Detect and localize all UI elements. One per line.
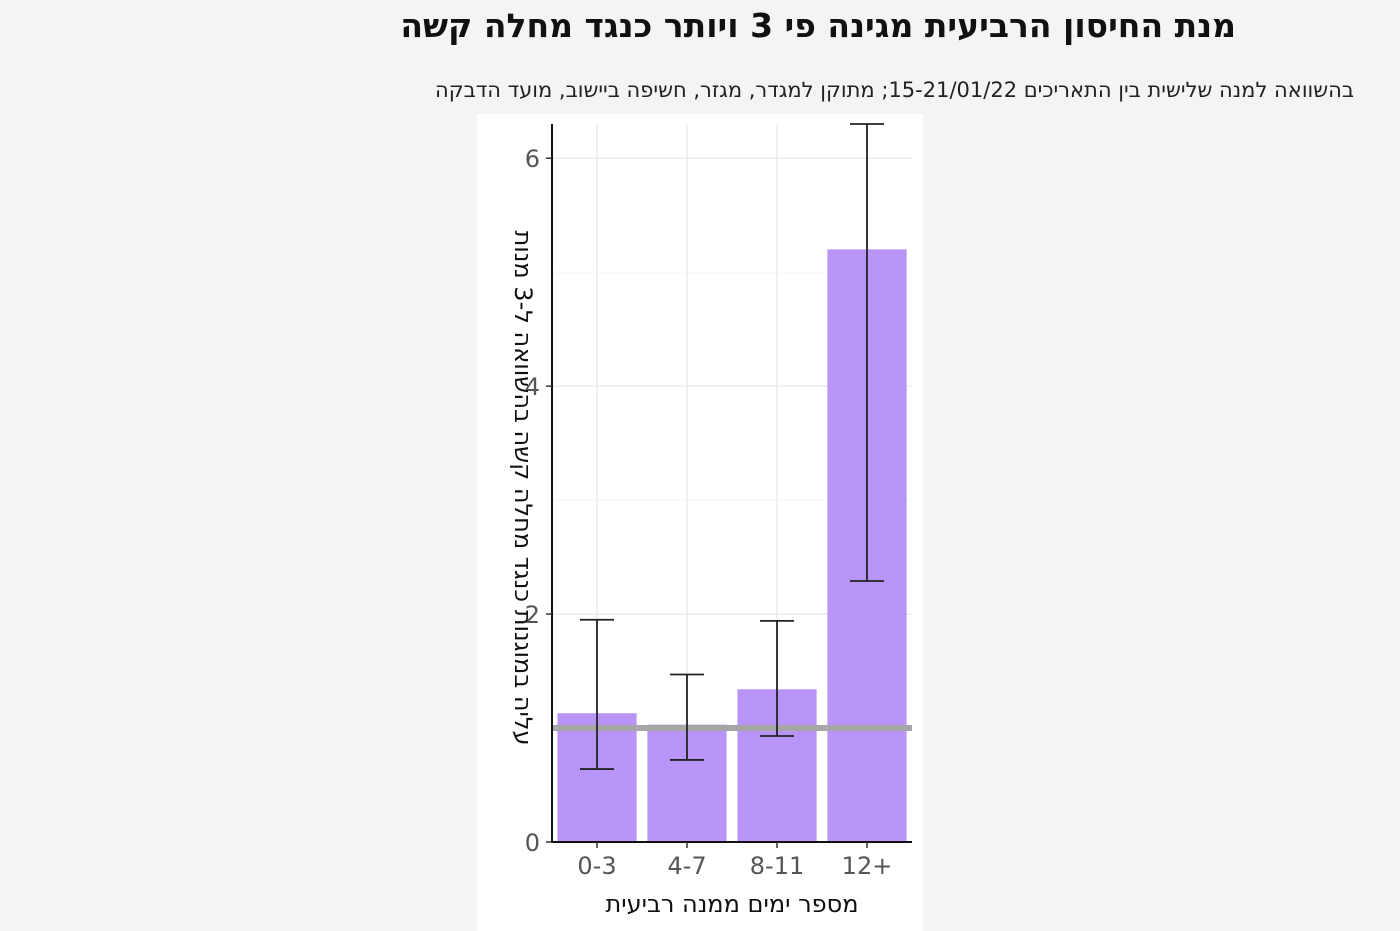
error-bars: [580, 123, 884, 770]
bars: [557, 249, 907, 842]
y-tick-label: 0: [525, 829, 540, 857]
bar-chart: 0 2 4 6 0-3 4-7 8-11 12+ מספר ימים ממנה רביעית…: [509, 123, 912, 918]
x-tick-label: 4-7: [667, 852, 706, 880]
x-tick-labels: 0-3 4-7 8-11 12+: [577, 852, 892, 880]
x-tick-label: 0-3: [577, 852, 616, 880]
chart-subtitle: בהשוואה למנה שלישית בין התאריכים 15-21/0…: [435, 78, 1354, 102]
error-bar-4-7: [670, 673, 704, 761]
chart-title: מנת החיסון הרביעית מגינה פי 3 ויותר כנגד…: [400, 6, 1236, 45]
error-bar-12+: [850, 123, 884, 582]
y-tick-labels: 0 2 4 6: [525, 145, 540, 857]
chart-panel: 0 2 4 6 0-3 4-7 8-11 12+ מספר ימים ממנה רביעית…: [477, 114, 923, 931]
error-bar-8-11: [760, 620, 794, 737]
error-bar-0-3: [580, 618, 614, 770]
x-axis-title: מספר ימים ממנה רביעית: [605, 890, 858, 918]
y-tick-label: 2: [525, 601, 540, 629]
x-tick-label: 12+: [842, 852, 893, 880]
axes: [546, 124, 912, 848]
x-tick-label: 8-11: [750, 852, 804, 880]
y-tick-label: 6: [525, 145, 540, 173]
y-tick-label: 4: [525, 373, 540, 401]
y-axis-title: עליה במוגנות כנגד מחלה קשה בהשוואה ל-3 מ…: [509, 230, 537, 745]
